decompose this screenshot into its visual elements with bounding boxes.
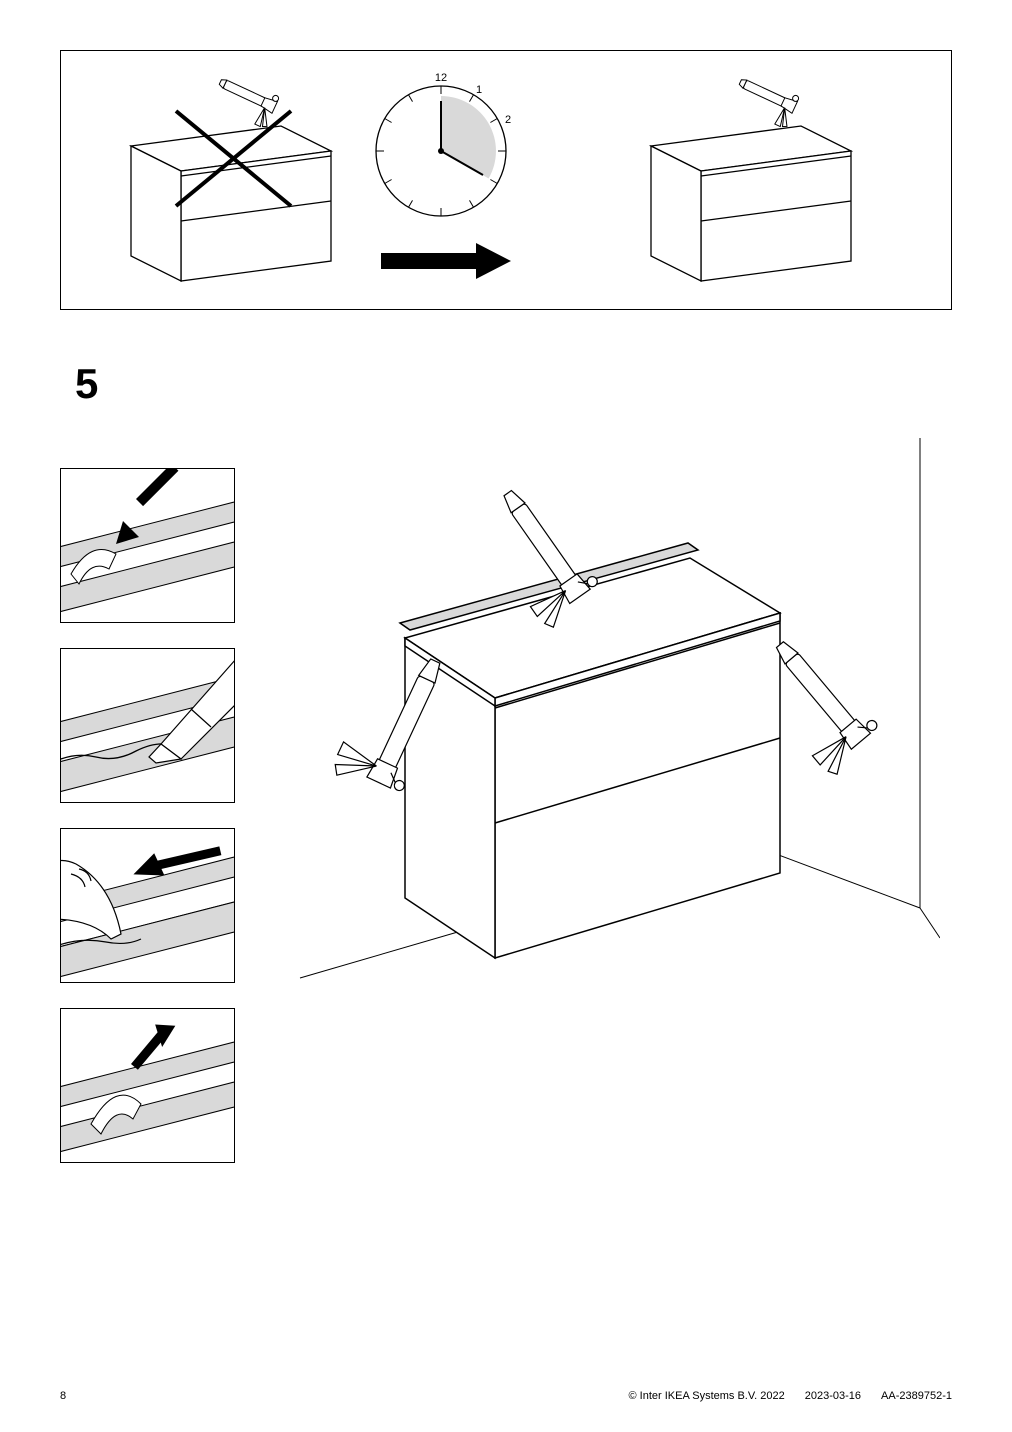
doc-id: AA-2389752-1	[881, 1390, 952, 1402]
detail-peel-start	[60, 468, 235, 623]
copyright: © Inter IKEA Systems B.V. 2022	[628, 1390, 784, 1402]
waiting-time-panel: 12 1 2	[60, 50, 952, 310]
detail-peel-off	[60, 1008, 235, 1163]
clock-2: 2	[505, 114, 511, 126]
clock-1: 1	[476, 84, 482, 96]
main-caulking-illustration	[260, 438, 940, 1138]
clock-12: 12	[435, 72, 447, 84]
page-footer: 8 © Inter IKEA Systems B.V. 2022 2023-03…	[60, 1390, 952, 1402]
step-number: 5	[75, 360, 952, 408]
detail-smooth	[60, 828, 235, 983]
detail-caulk	[60, 648, 235, 803]
footer-date: 2023-03-16	[805, 1390, 861, 1402]
wait-arrow	[381, 243, 511, 279]
page-number: 8	[60, 1390, 66, 1402]
step-5-area	[60, 438, 952, 1338]
